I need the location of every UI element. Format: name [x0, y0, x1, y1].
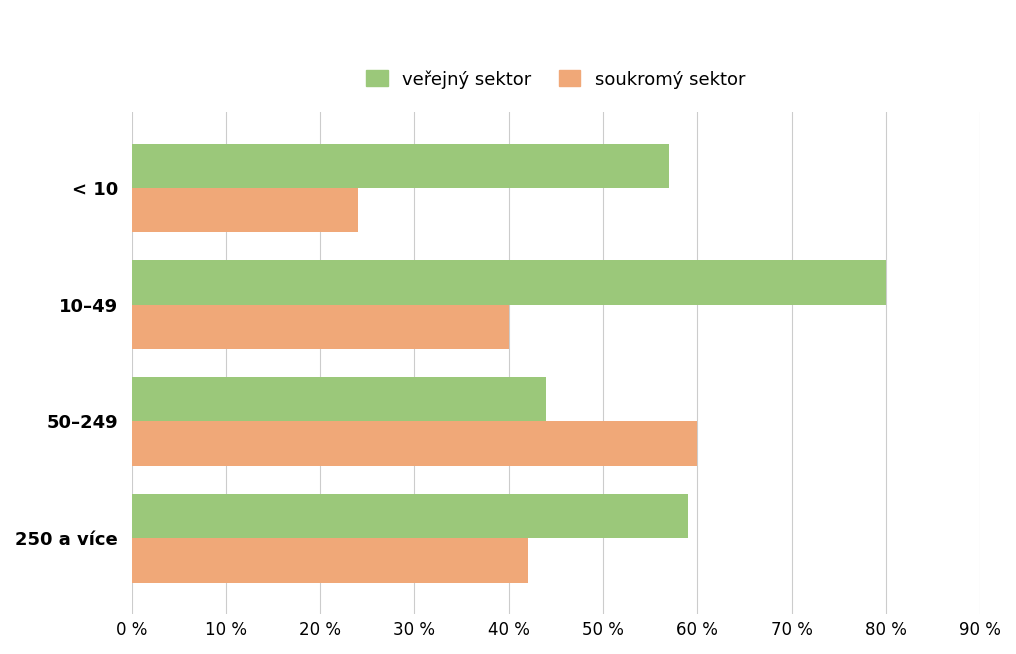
- Bar: [132, 144, 669, 188]
- Bar: [132, 421, 697, 466]
- Bar: [132, 305, 509, 349]
- Bar: [132, 377, 547, 421]
- Bar: [132, 494, 688, 538]
- Bar: [132, 260, 886, 305]
- Bar: [132, 538, 527, 583]
- Legend: veřejný sektor, soukromý sektor: veřejný sektor, soukromý sektor: [358, 61, 755, 97]
- Bar: [132, 188, 358, 232]
